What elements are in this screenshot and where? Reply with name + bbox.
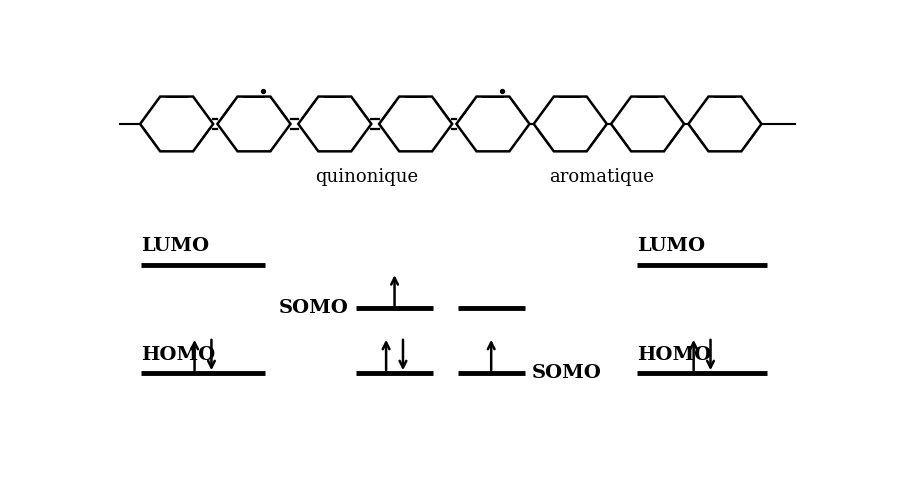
Text: HOMO: HOMO [637, 346, 711, 364]
Text: SOMO: SOMO [532, 364, 601, 382]
Text: LUMO: LUMO [141, 237, 210, 255]
Text: LUMO: LUMO [637, 237, 705, 255]
Text: HOMO: HOMO [141, 346, 216, 364]
Text: aromatique: aromatique [550, 168, 655, 186]
Text: SOMO: SOMO [279, 299, 349, 318]
Text: quinonique: quinonique [315, 168, 418, 186]
